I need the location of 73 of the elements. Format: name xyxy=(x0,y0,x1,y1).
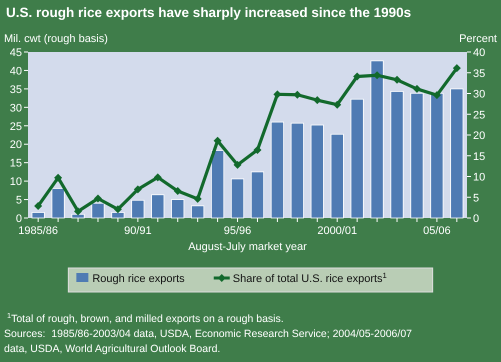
y-tick-label: 45 xyxy=(10,47,22,59)
y-tick-label: 5 xyxy=(16,194,22,207)
bar xyxy=(370,60,384,218)
bar xyxy=(32,212,45,218)
legend-label: Rough rice exports xyxy=(92,273,186,285)
bar xyxy=(71,214,85,218)
bar xyxy=(131,200,144,218)
point xyxy=(234,160,242,169)
x-tick-label: 90/91 xyxy=(124,225,152,237)
y2-tick-label: 20 xyxy=(473,130,486,142)
point xyxy=(74,207,82,216)
bar xyxy=(250,171,264,218)
point xyxy=(154,173,162,182)
point xyxy=(34,202,42,210)
bar xyxy=(450,88,464,218)
bar xyxy=(430,92,444,218)
bar xyxy=(390,91,404,218)
x-tick-label: 05/06 xyxy=(423,225,451,237)
y2-tick-label: 10 xyxy=(473,172,486,184)
y2-axis-title: Percent xyxy=(459,33,497,45)
bar xyxy=(310,124,324,218)
bar xyxy=(410,92,424,218)
text: data, USDA, World Agricultural Outlook Board. xyxy=(4,343,220,355)
x-axis-title: August-July market year xyxy=(188,241,308,253)
bar xyxy=(350,98,364,218)
point xyxy=(94,194,102,202)
point xyxy=(134,185,142,194)
y-tick-label: 0 xyxy=(16,213,22,225)
y-tick-label: 20 xyxy=(10,139,22,152)
point xyxy=(114,205,122,214)
text: $^{1}$Total of rough, brown, and milled exports on a rough basis. xyxy=(7,310,284,325)
source-note: Sources: 1985/86-2003/04 data, USDA, Economic Research Service; 2004/05-2006/07 xyxy=(4,328,412,340)
point xyxy=(333,100,342,109)
point xyxy=(54,174,62,182)
bar xyxy=(191,205,204,218)
x-tick-label: 95/96 xyxy=(224,225,252,237)
bar xyxy=(330,134,344,218)
y-tick-label: 25 xyxy=(10,120,22,133)
point xyxy=(174,187,182,196)
point xyxy=(452,64,461,72)
x-tick-label: 1985/86 xyxy=(18,225,58,237)
y-tick-label: 40 xyxy=(10,65,22,78)
y2-tick-label: 40 xyxy=(473,47,486,59)
bar xyxy=(270,122,284,218)
bar xyxy=(151,194,164,218)
bar xyxy=(111,212,124,218)
y2-tick-label: 25 xyxy=(473,109,486,122)
y2-tick-label: 0 xyxy=(473,213,480,225)
y-tick-label: 30 xyxy=(10,102,22,114)
y-tick-label: 35 xyxy=(10,84,22,96)
chart-title: U.S. rough rice exports have sharply increased since the 1990s xyxy=(6,5,412,20)
x-tick-label: 2000/01 xyxy=(317,225,358,237)
y-tick-label: 10 xyxy=(10,176,22,188)
y2-tick-label: 15 xyxy=(473,150,486,163)
point xyxy=(194,194,202,203)
point xyxy=(393,76,402,84)
y-axis-title: Mil. cwt (rough basis) xyxy=(4,33,108,45)
point xyxy=(412,84,421,93)
bar xyxy=(52,188,65,218)
y2-tick-label: 35 xyxy=(473,68,486,80)
y2-tick-label: 30 xyxy=(473,88,486,100)
bar xyxy=(171,199,184,218)
point xyxy=(432,91,441,100)
point xyxy=(253,146,262,154)
legend-label: Share of total U.S. rice exports$^{1}$ xyxy=(232,270,387,285)
y-tick-label: 15 xyxy=(10,158,22,170)
point xyxy=(214,136,222,145)
point xyxy=(313,96,322,104)
bar xyxy=(211,150,224,218)
bar xyxy=(91,202,105,218)
y2-tick-label: 5 xyxy=(473,192,480,204)
bar xyxy=(290,122,304,218)
bar xyxy=(230,178,244,218)
